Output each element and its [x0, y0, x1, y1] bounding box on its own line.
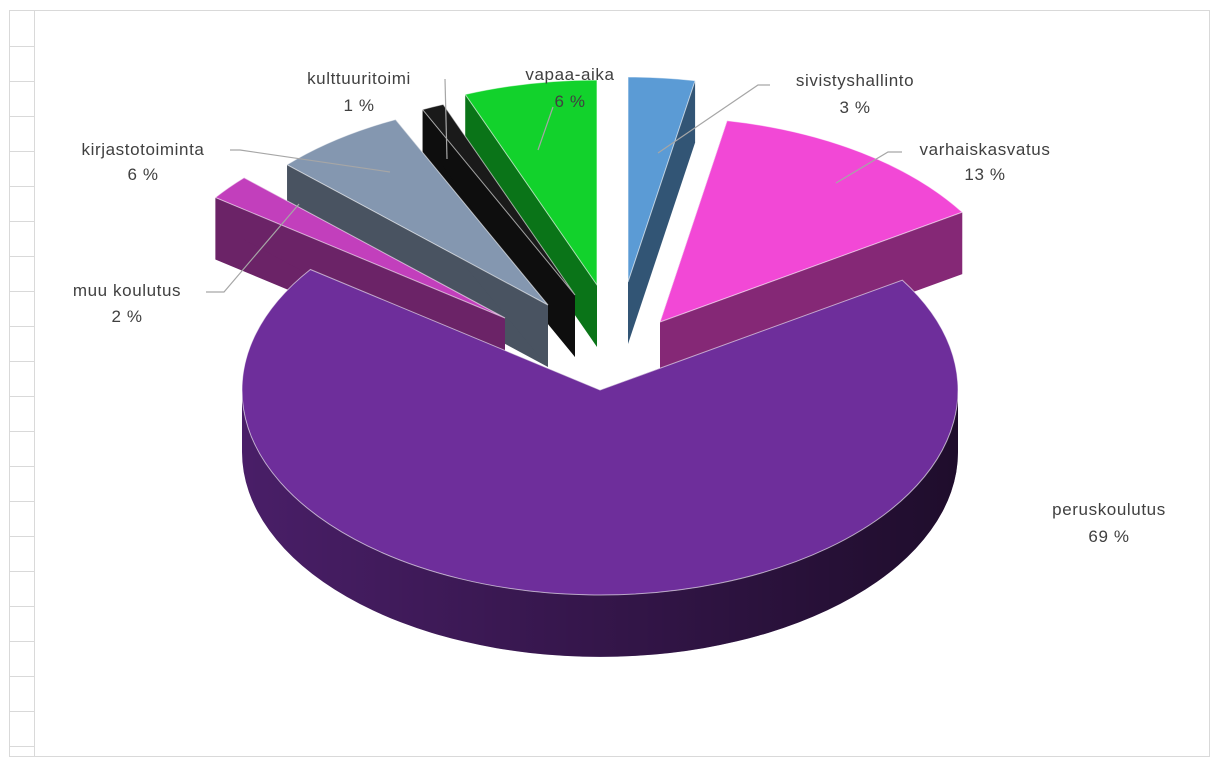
- leader-line-muu-koulutus: [206, 203, 300, 293]
- pct-kulttuuritoimi: 1 %: [343, 96, 374, 115]
- leader-lines: [206, 78, 902, 293]
- pct-vapaa-aika: 6 %: [554, 92, 585, 111]
- slice-sivistyshallinto: [627, 76, 696, 345]
- label-sivistyshallinto: sivistyshallinto: [796, 71, 914, 90]
- leader-line-kirjastotoiminta: [230, 149, 391, 173]
- slice-top-sivistyshallinto: [627, 76, 696, 283]
- slice-top-kulttuuritoimi: [421, 103, 576, 296]
- leader-line-varhaiskasvatus: [835, 151, 902, 184]
- label-muu-koulutus: muu koulutus: [73, 281, 181, 300]
- label-kirjastotoiminta: kirjastotoiminta: [82, 140, 205, 159]
- slice-top-varhaiskasvatus: [659, 120, 964, 323]
- leader-line-vapaa-aika: [537, 106, 554, 151]
- pct-muu-koulutus: 2 %: [111, 307, 142, 326]
- pie-slices: [214, 76, 964, 657]
- pct-sivistyshallinto: 3 %: [839, 98, 870, 117]
- label-peruskoulutus: peruskoulutus: [1052, 500, 1166, 519]
- slice-top-peruskoulutus: [241, 268, 959, 596]
- label-vapaa-aika: vapaa-aika: [525, 65, 614, 84]
- data-labels: sivistyshallinto 3 % varhaiskasvatus 13 …: [73, 65, 1166, 546]
- label-kulttuuritoimi: kulttuuritoimi: [307, 69, 411, 88]
- row-gridlines: [10, 46, 34, 747]
- pct-varhaiskasvatus: 13 %: [964, 165, 1005, 184]
- slice-rim-shade-peruskoulutus: [242, 390, 958, 657]
- leader-line-sivistyshallinto: [657, 84, 770, 154]
- slice-top-muu-koulutus: [214, 177, 506, 319]
- slice-wall-sivistyshallinto: [628, 80, 696, 345]
- label-varhaiskasvatus: varhaiskasvatus: [920, 140, 1051, 159]
- leader-line-kulttuuritoimi: [444, 78, 448, 160]
- slice-peruskoulutus: [241, 268, 959, 657]
- slice-top-vapaa-aika: [464, 79, 598, 287]
- pct-peruskoulutus: 69 %: [1088, 527, 1129, 546]
- pct-kirjastotoiminta: 6 %: [127, 165, 158, 184]
